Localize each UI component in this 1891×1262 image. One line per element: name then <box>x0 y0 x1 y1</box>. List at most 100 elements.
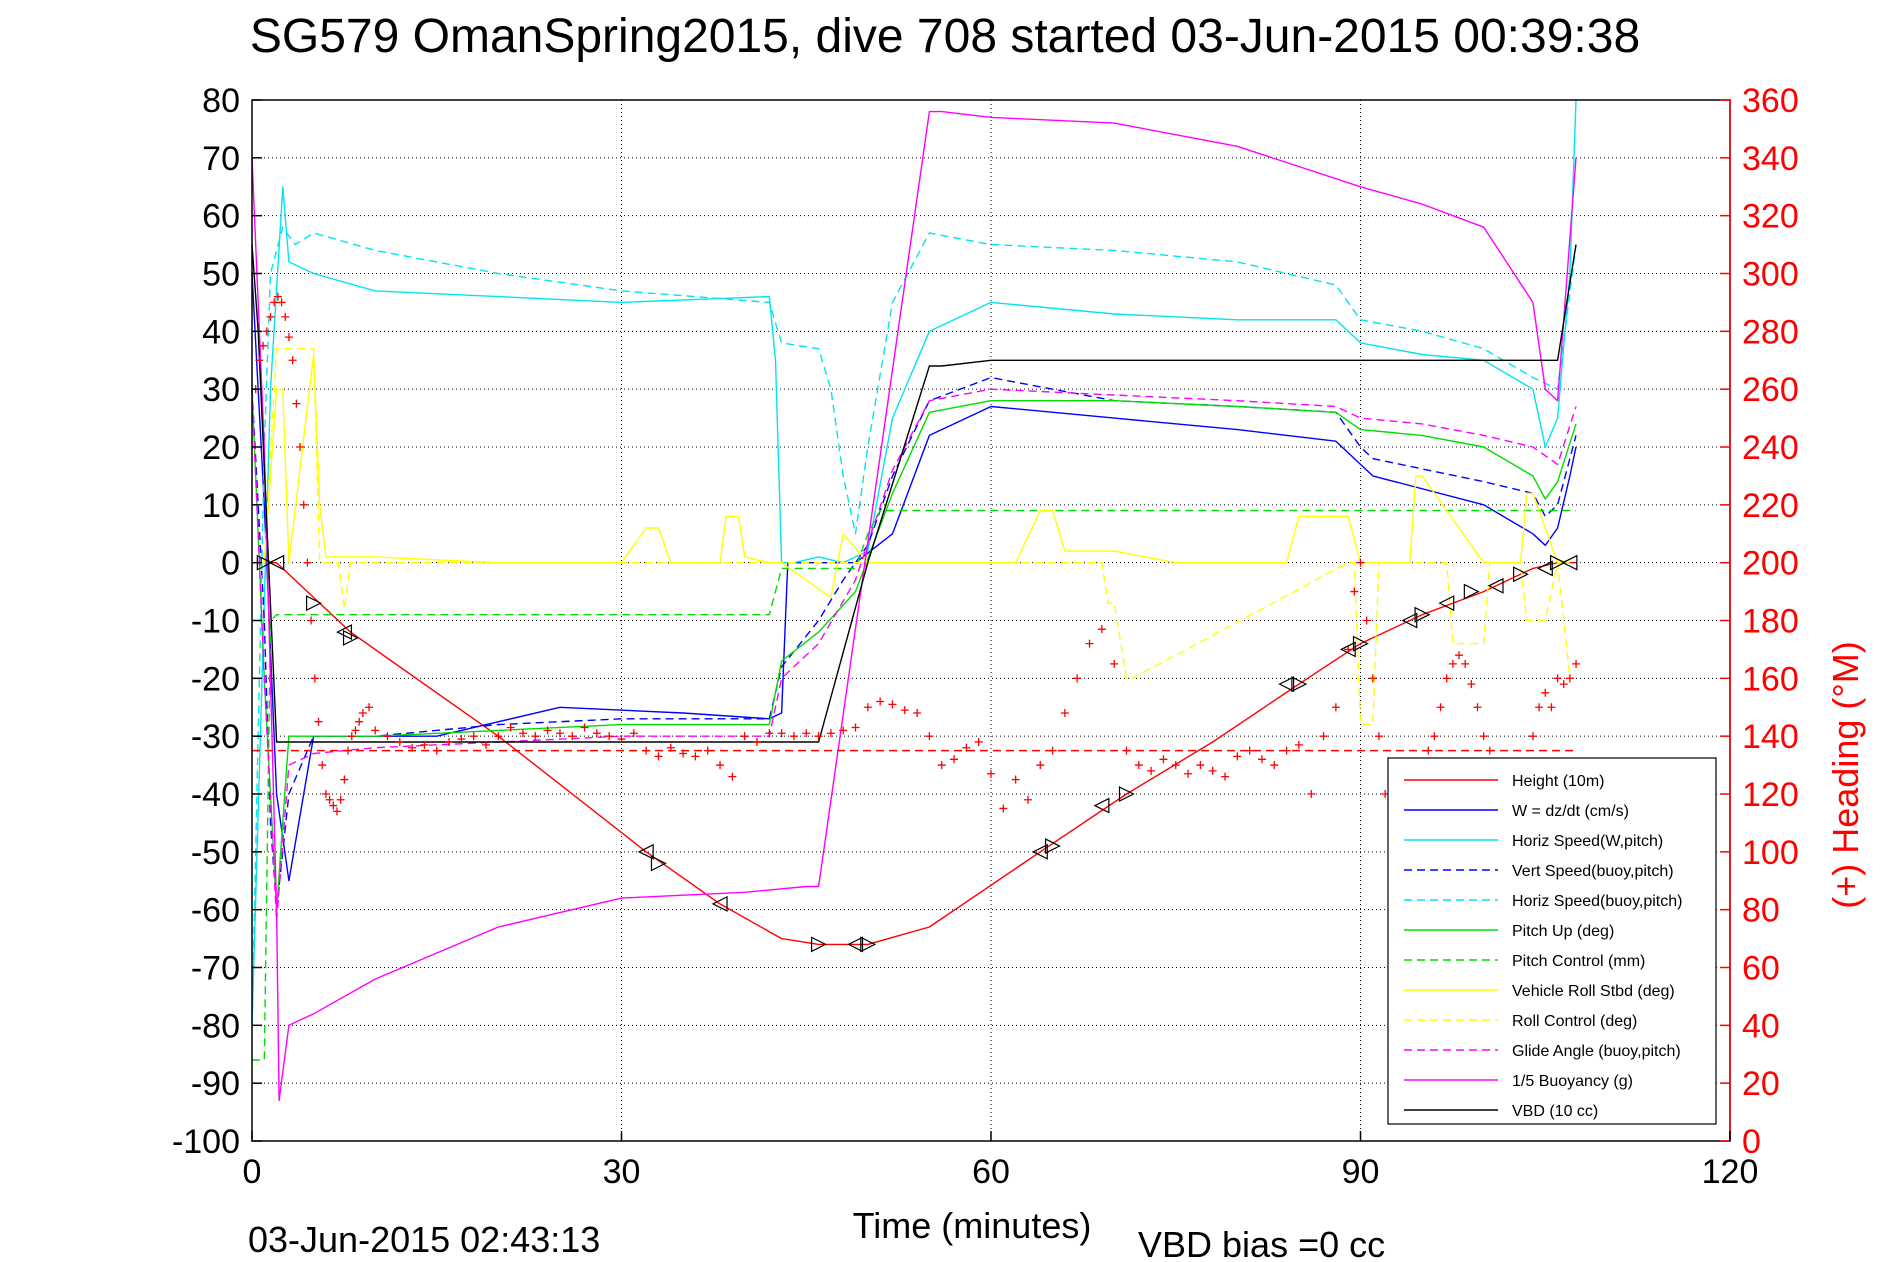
heading-point <box>999 804 1008 813</box>
heading-point <box>543 726 552 735</box>
heading-point <box>605 732 614 741</box>
depth-marker <box>1044 838 1061 855</box>
heading-point <box>802 729 811 738</box>
depth-marker <box>1561 554 1578 571</box>
y-tick-label: -30 <box>191 718 240 756</box>
heading-point <box>592 729 601 738</box>
heading-point <box>789 732 798 741</box>
y-tick-label: 40 <box>202 313 240 351</box>
heading-point <box>1553 674 1562 683</box>
series-line <box>251 273 1577 882</box>
heading-point <box>1097 625 1106 634</box>
heading-point <box>355 717 364 726</box>
legend-entry: Pitch Up (deg) <box>1512 923 1614 940</box>
y2-tick-label: 80 <box>1742 892 1780 930</box>
y2-tick-label: 100 <box>1742 834 1799 872</box>
heading-point <box>1036 761 1045 770</box>
heading-point <box>303 558 312 567</box>
y-tick-label: 60 <box>202 198 240 236</box>
heading-point <box>273 292 282 301</box>
heading-point <box>259 341 268 350</box>
heading-point <box>1023 795 1032 804</box>
legend-entry: W = dz/dt (cm/s) <box>1512 803 1629 820</box>
heading-point <box>913 709 922 718</box>
heading-point <box>284 333 293 342</box>
y2-tick-label: 360 <box>1742 82 1799 120</box>
heading-point <box>925 732 934 741</box>
heading-point <box>1257 755 1266 764</box>
x-tick-label: 0 <box>243 1153 262 1191</box>
heading-point <box>262 327 271 336</box>
heading-point <box>1245 746 1254 755</box>
x-tick-label: 60 <box>972 1153 1010 1191</box>
heading-point <box>1528 732 1537 741</box>
y2-tick-label: 40 <box>1742 1007 1780 1045</box>
heading-point <box>1455 651 1464 660</box>
legend-box <box>1387 757 1717 1125</box>
y2-tick-label: 320 <box>1742 198 1799 236</box>
heading-point <box>716 761 725 770</box>
y-tick-label: -20 <box>191 660 240 698</box>
series-line <box>251 99 1577 1026</box>
series-line <box>251 226 1577 1026</box>
y-tick-label: 50 <box>202 256 240 294</box>
depth-marker <box>1414 606 1431 623</box>
heading-point <box>617 735 626 744</box>
heading-point <box>314 717 323 726</box>
heading-point <box>307 616 316 625</box>
heading-point <box>950 755 959 764</box>
heading-point <box>851 723 860 732</box>
heading-point <box>1307 790 1316 798</box>
x-tick-label: 120 <box>1702 1153 1759 1191</box>
depth-marker <box>810 936 827 953</box>
heading-point <box>299 500 308 509</box>
heading-point <box>1270 761 1279 770</box>
y-tick-label: -40 <box>191 776 240 814</box>
heading-point <box>1436 703 1445 712</box>
heading-point <box>1319 732 1328 741</box>
heading-point <box>344 746 353 755</box>
heading-point <box>1541 688 1550 697</box>
heading-point <box>962 743 971 752</box>
heading-point <box>1344 645 1353 654</box>
y-tick-label: 30 <box>202 371 240 409</box>
heading-point <box>1442 674 1451 683</box>
heading-point <box>1547 703 1556 712</box>
series-line <box>251 244 1577 743</box>
heading-point <box>1572 659 1581 668</box>
y2-tick-label: 60 <box>1742 950 1780 988</box>
depth-marker <box>1278 676 1295 693</box>
heading-point <box>555 729 564 738</box>
heading-point <box>445 737 454 746</box>
y-tick-label: 80 <box>202 82 240 120</box>
depth-marker <box>1463 583 1480 600</box>
heading-point <box>1473 703 1482 712</box>
heading-point <box>321 790 330 798</box>
heading-point <box>347 732 356 741</box>
heading-point <box>332 807 341 816</box>
heading-point <box>255 356 264 365</box>
heading-point <box>1011 775 1020 784</box>
heading-point <box>876 697 885 706</box>
legend-entry: Horiz Speed(buoy,pitch) <box>1512 893 1682 910</box>
legend-entry: Roll Control (deg) <box>1512 1013 1637 1030</box>
heading-point <box>900 706 909 715</box>
heading-point <box>482 740 491 749</box>
heading-point <box>494 732 503 741</box>
y2-tick-label: 200 <box>1742 545 1799 583</box>
y2-tick-label: 340 <box>1742 140 1799 178</box>
heading-point <box>358 709 367 718</box>
heading-point <box>1331 703 1340 712</box>
heading-point <box>1110 659 1119 668</box>
x-axis-label: Time (minutes) <box>853 1205 1092 1246</box>
heading-point <box>1356 558 1365 567</box>
heading-point <box>654 752 663 761</box>
heading-point <box>457 735 466 744</box>
heading-point <box>765 729 774 738</box>
legend: Height (10m) W = dz/dt (cm/s) Horiz Speed(… <box>1387 757 1717 1125</box>
y-tick-label: -10 <box>191 603 240 641</box>
depth-marker <box>1118 786 1135 802</box>
heading-point <box>1184 769 1193 778</box>
heading-point <box>1233 752 1242 761</box>
heading-point <box>1282 746 1291 755</box>
